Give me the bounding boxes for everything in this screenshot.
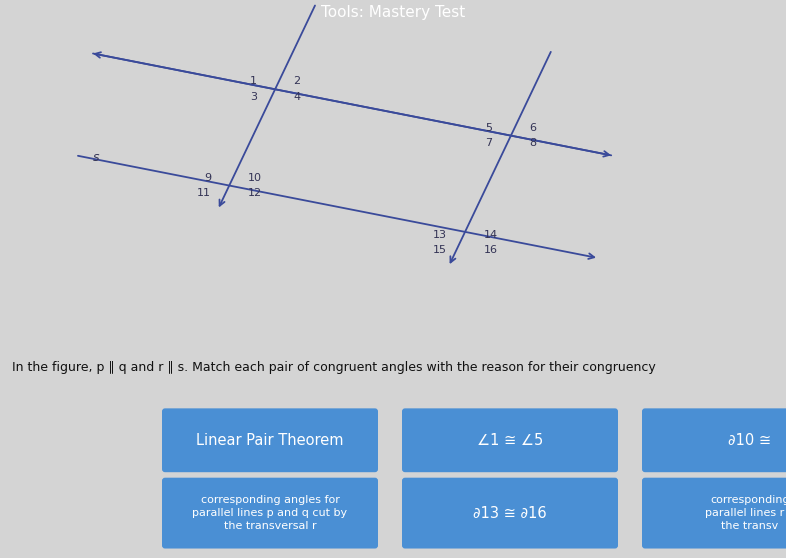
Text: 13: 13 xyxy=(433,230,446,240)
Text: 14: 14 xyxy=(483,230,498,240)
Text: corresponding
parallel lines r a
the transv: corresponding parallel lines r a the tra… xyxy=(705,495,786,531)
Text: ∂13 ≅ ∂16: ∂13 ≅ ∂16 xyxy=(473,506,547,521)
Text: 15: 15 xyxy=(433,246,446,256)
Text: 2: 2 xyxy=(293,76,300,86)
Text: ∠1 ≅ ∠5: ∠1 ≅ ∠5 xyxy=(477,433,543,448)
Text: corresponding angles for
parallel lines p and q cut by
the transversal r: corresponding angles for parallel lines … xyxy=(193,495,347,531)
FancyBboxPatch shape xyxy=(162,408,378,472)
Text: 16: 16 xyxy=(483,246,498,256)
Text: 3: 3 xyxy=(250,92,257,102)
Text: 12: 12 xyxy=(248,189,262,199)
Text: Linear Pair Theorem: Linear Pair Theorem xyxy=(196,433,343,448)
Text: 1: 1 xyxy=(250,76,257,86)
FancyBboxPatch shape xyxy=(402,478,618,549)
FancyBboxPatch shape xyxy=(642,408,786,472)
FancyBboxPatch shape xyxy=(642,478,786,549)
Text: In the figure, p ∥ q and r ∥ s. Match each pair of congruent angles with the rea: In the figure, p ∥ q and r ∥ s. Match ea… xyxy=(12,361,656,374)
FancyBboxPatch shape xyxy=(402,408,618,472)
Text: 5: 5 xyxy=(486,123,493,133)
Text: 8: 8 xyxy=(529,138,536,148)
Text: ∂10 ≅: ∂10 ≅ xyxy=(729,433,772,448)
Text: 4: 4 xyxy=(293,92,300,102)
Text: 9: 9 xyxy=(204,172,211,182)
Text: s: s xyxy=(93,151,100,164)
Text: 6: 6 xyxy=(529,123,536,133)
Text: Tools: Mastery Test: Tools: Mastery Test xyxy=(321,5,465,20)
Text: 11: 11 xyxy=(197,189,211,199)
Text: 10: 10 xyxy=(248,172,262,182)
FancyBboxPatch shape xyxy=(162,478,378,549)
Text: 7: 7 xyxy=(486,138,493,148)
